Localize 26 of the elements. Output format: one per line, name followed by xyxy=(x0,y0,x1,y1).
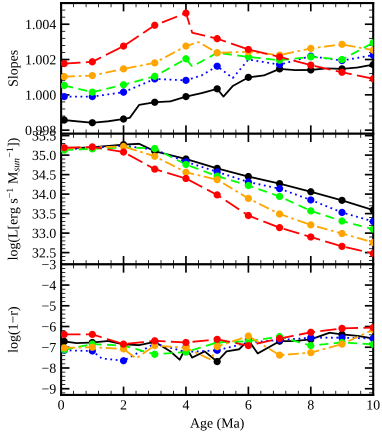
y-tick-label: 34.0 xyxy=(32,190,56,200)
y-tick-label: 33.5 xyxy=(32,209,56,219)
y-tick-label: −4 xyxy=(42,280,56,290)
y-tick-label: 1.004 xyxy=(26,20,56,30)
y-axis-title: log(L[erg s$^{−1}$ M$_{sun}$$^{−1}$]) xyxy=(6,138,20,260)
x-tick-label: 6 xyxy=(246,400,252,410)
x-axis-title: Age (Ma) xyxy=(190,418,244,431)
x-tick-label: 10 xyxy=(367,400,380,410)
y-tick-label: −6 xyxy=(42,322,56,332)
y-tick-label: −5 xyxy=(42,302,56,311)
y-tick-label: 32.5 xyxy=(32,248,56,258)
y-tick-label: 33.0 xyxy=(32,228,56,238)
y-tick-label: −7 xyxy=(42,342,56,352)
y-tick-label: 1.000 xyxy=(26,90,56,100)
x-tick-label: 8 xyxy=(308,400,314,410)
y-tick-label: −9 xyxy=(42,384,56,394)
y-tick-label: −3 xyxy=(42,260,56,270)
y-axis-title: Slopes xyxy=(8,50,21,86)
y-tick-label: 35.0 xyxy=(32,150,56,160)
x-tick-label: 0 xyxy=(58,400,64,410)
y-axis-title: log(1−r) xyxy=(8,307,21,353)
y-tick-label: 1.002 xyxy=(26,55,56,65)
x-tick-label: 2 xyxy=(120,400,126,410)
y-tick-label: 34.5 xyxy=(32,170,56,180)
y-tick-label: −8 xyxy=(42,364,56,373)
x-tick-label: 4 xyxy=(182,400,190,410)
